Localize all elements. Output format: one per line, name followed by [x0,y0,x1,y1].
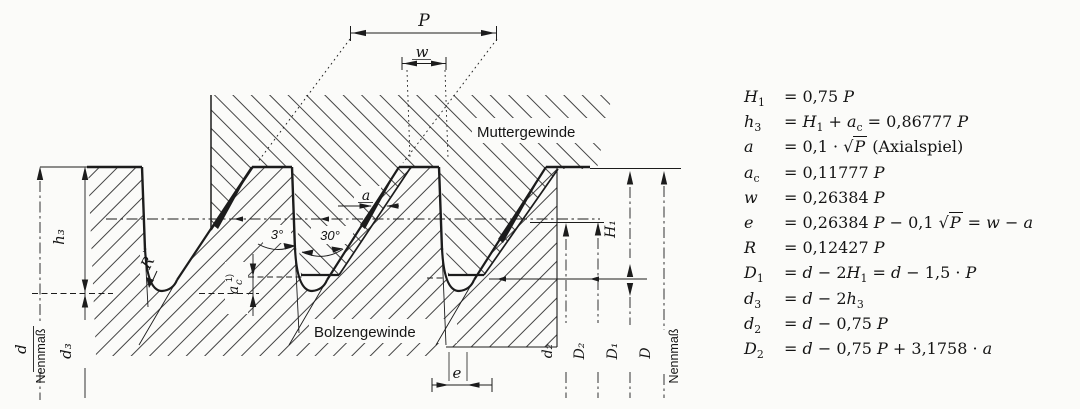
formula-rhs: = 0,26384 P − 0,1 √P = w − a [784,212,1033,233]
formula-lhs: a [744,137,754,157]
formula-row: a = 0,1 · √P (Axialspiel) [744,134,1074,159]
formula-row: d2 = d − 0,75 P [744,311,1074,336]
label-gap [263,225,291,243]
formula-lhs: ac [744,162,760,185]
formula-row: e = 0,26384 P − 0,1 √P = w − a [744,210,1074,235]
formula-rhs: = d − 2h3 [784,288,864,311]
label-bolt-thread: Bolzengewinde [314,324,416,341]
e-dimension [431,352,493,392]
label-d3: d₃ [57,343,75,359]
label-nut-thread: Muttergewinde [477,124,575,141]
formula-row: d3 = d − 2h3 [744,286,1074,311]
formula-rhs: = d − 0,75 P [784,313,888,333]
formula-block: H1 = 0,75 P h3 = H1 + ac = 0,86777 P a = 0,… [744,84,1074,361]
label-d: d [12,344,30,354]
formula-row: D2 = d − 0,75 P + 3,1758 · a [744,336,1074,361]
label-D1: D₁ [605,343,621,361]
label-angle-load: 30° [320,228,340,243]
right-dimension-lines [565,186,665,398]
formula-lhs: D2 [744,339,764,361]
formula-lhs: d2 [744,313,762,336]
svg-text:1): 1) [224,274,234,282]
label-angle-steep: 3° [271,227,283,242]
reference-lines [32,218,647,294]
formula-row: w = 0,26384 P [744,185,1074,210]
label-gap [309,319,457,343]
flank-clearance-wedge [213,167,546,243]
formula-rhs: = 0,12427 P [784,238,885,258]
formula-rhs: = d − 0,75 P + 3,1758 · a [784,339,993,359]
label-D2: D₂ [572,342,588,360]
formula-lhs: D1 [744,263,764,286]
formula-lhs: w [744,187,758,207]
formula-row: ac = 0,11777 P [744,160,1074,185]
profile-outline [40,95,681,348]
label-a: a [362,188,370,204]
formula-rhs: = 0,75 P [784,87,854,106]
formula-rhs: = d − 2H1 = d − 1,5 · P [784,263,977,286]
label-gap [140,252,165,279]
pitch-dimension [256,26,498,164]
formula-lhs: d3 [744,288,762,311]
formula-row: R = 0,12427 P [744,235,1074,260]
label-nennmass-left: Nennmaß [34,328,48,383]
formula-lhs: e [744,213,754,233]
a-dimension [338,202,399,209]
label-d2: d₂ [540,343,556,358]
label-gap [472,118,609,143]
radius-leader [146,270,158,288]
formula-lhs: h3 [744,112,762,134]
formula-rhs: = 0,11777 P [784,162,885,182]
label-w: w [416,43,429,61]
dimension-arrows [36,166,668,308]
svg-text:c: c [234,279,245,285]
formula-lhs: H1 [744,87,765,109]
label-D: D [638,347,654,359]
label-pitch: P [417,11,430,31]
thread-profile-diagram: P w a e R 3° 30° Muttergewinde Bolzengew… [12,11,681,400]
label-h1: H₁ [603,220,619,239]
formula-lhs: R [744,238,757,258]
label-ac: a c 1) [224,274,245,294]
label-gap [354,186,381,204]
svg-text:a: a [226,286,242,294]
formula-rhs: = 0,26384 P [784,187,885,207]
label-e: e [453,364,462,382]
label-nennmass-right: Nennmaß [667,328,681,383]
label-gap [311,226,353,244]
w-dimension [401,57,449,159]
label-gap [225,262,248,314]
formula-rhs: = 0,1 · √P (Axialspiel) [784,136,964,157]
angle-arcs [257,243,344,257]
label-h3: h₃ [50,229,68,245]
formula-row: h3 = H1 + ac = 0,86777 P [744,109,1074,134]
formula-row: H1 = 0,75 P [744,84,1074,109]
formula-row: D1 = d − 2H1 = d − 1,5 · P [744,260,1074,285]
formula-rhs: = H1 + ac = 0,86777 P [784,112,969,134]
